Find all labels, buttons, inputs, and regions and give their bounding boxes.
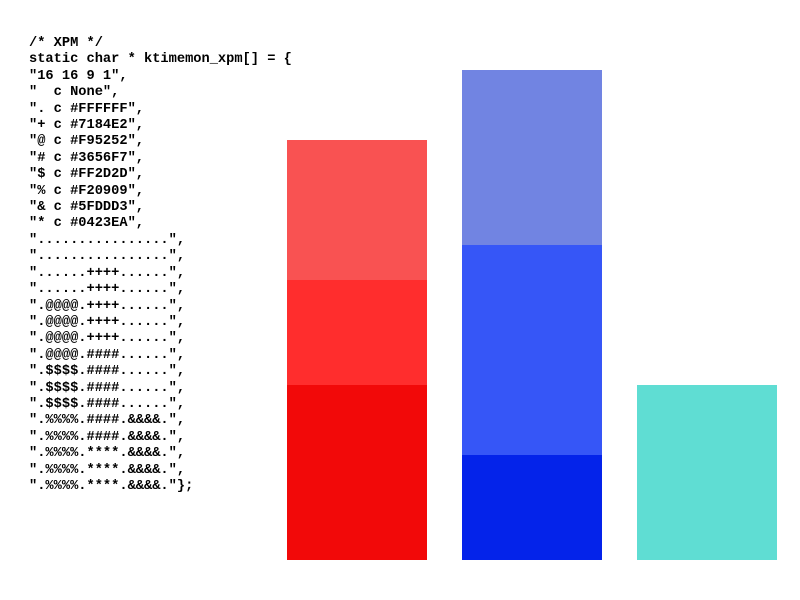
code-line: /* XPM */ [29, 36, 103, 51]
code-line: "* c #0423EA", [29, 216, 144, 232]
medium-red-segment [287, 280, 427, 385]
dark-blue-segment [462, 455, 602, 560]
code-line: ".%%%%.****.&&&&."}; [29, 478, 194, 494]
code-line: static char * ktimemon_xpm[] = { [29, 52, 292, 68]
xpm-source-code: /* XPM */static char * ktimemon_xpm[] = … [29, 36, 292, 495]
code-line: ".%%%%.####.&&&&.", [29, 429, 186, 445]
code-line: "# c #3656F7", [29, 150, 144, 166]
code-line: "......++++......", [29, 265, 186, 281]
code-line: ".@@@@.++++......", [29, 298, 186, 314]
code-line: "% c #F20909", [29, 183, 144, 199]
code-line: ".%%%%.****.&&&&.", [29, 462, 186, 478]
code-line: ".@@@@.++++......", [29, 314, 186, 330]
medium-blue-segment [462, 245, 602, 455]
cyan-segment [637, 385, 777, 560]
code-line: "$ c #FF2D2D", [29, 167, 144, 183]
code-line: ".%%%%.####.&&&&.", [29, 413, 186, 429]
code-line: "+ c #7184E2", [29, 118, 144, 134]
code-line: ". c #FFFFFF", [29, 101, 144, 117]
code-line: ".$$$$.####......", [29, 380, 186, 396]
code-line: "......++++......", [29, 282, 186, 298]
code-line: ".@@@@.####......", [29, 347, 186, 363]
code-line: ".$$$$.####......", [29, 364, 186, 380]
code-line: ".@@@@.++++......", [29, 331, 186, 347]
light-red-segment [287, 140, 427, 280]
code-line: "................", [29, 232, 186, 248]
light-blue-segment [462, 70, 602, 245]
code-line: "& c #5FDDD3", [29, 200, 144, 216]
code-line: ".$$$$.####......", [29, 396, 186, 412]
code-line: "@ c #F95252", [29, 134, 144, 150]
code-line: "................", [29, 249, 186, 265]
code-line: "16 16 9 1", [29, 68, 128, 84]
code-line: " c None", [29, 85, 120, 101]
dark-red-segment [287, 385, 427, 560]
code-line: ".%%%%.****.&&&&.", [29, 446, 186, 462]
